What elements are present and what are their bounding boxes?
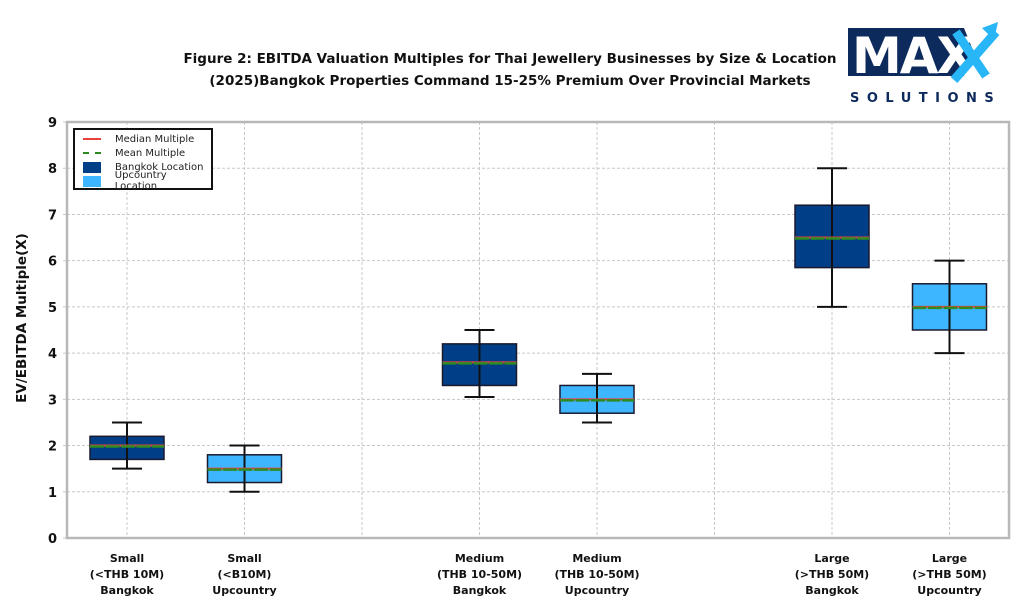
x-tick-label-line: (>THB 50M) — [794, 568, 870, 581]
plot-frame — [65, 120, 1011, 540]
box-bangkok — [441, 329, 518, 399]
x-tick-label-line: Medium — [572, 552, 622, 565]
logo-sub-text: SOLUTIONS — [850, 91, 1001, 106]
chart-title-line-1: Figure 2: EBITDA Valuation Multiples for… — [183, 51, 837, 67]
x-tick-label: Medium (THB 10-50M) Upcountry — [537, 551, 657, 599]
x-tick-label-line: Bangkok — [452, 584, 507, 597]
y-tick-label: 7 — [48, 208, 57, 223]
x-tick-label-line: (THB 10-50M) — [436, 568, 523, 581]
x-tick-label-line: Upcountry — [212, 584, 277, 597]
x-tick-label-line: Large — [931, 552, 968, 565]
chart-legend: Median Multiple Mean Multiple Bangkok Lo… — [73, 128, 213, 192]
max-solutions-logo: MAX SOLUTIONS — [846, 18, 1006, 108]
y-tick-label: 5 — [48, 301, 57, 316]
box-upcountry — [911, 259, 988, 355]
x-tick-label-line: Small — [109, 552, 145, 565]
x-tick-label-line: (<B10M) — [217, 568, 272, 581]
median-line-swatch — [83, 138, 101, 140]
x-tick-label: Medium (THB 10-50M) Bangkok — [420, 551, 540, 599]
upcountry-box-swatch — [83, 175, 101, 187]
legend-item-mean: Mean Multiple — [75, 146, 211, 160]
x-tick-label-line: Small — [227, 552, 262, 565]
y-axis-ticks: 0 1 2 3 4 5 6 7 8 9 — [48, 116, 67, 547]
x-tick-label-line: Bangkok — [805, 584, 859, 597]
legend-label: Mean Multiple — [115, 147, 186, 159]
mean-line-swatch — [83, 152, 101, 154]
y-tick-label: 4 — [48, 347, 57, 362]
box-series — [89, 167, 988, 493]
box-bangkok — [794, 167, 870, 308]
legend-item-bangkok: Bangkok Location — [75, 160, 211, 174]
x-tick-label: Large (>THB 50M) Upcountry — [890, 551, 1010, 599]
y-tick-label: 0 — [48, 532, 57, 547]
logo-x-stroke — [952, 29, 990, 79]
y-tick-label: 6 — [48, 255, 57, 270]
x-tick-label-line: Large — [814, 552, 850, 565]
y-tick-label: 3 — [48, 393, 57, 408]
logo-graphic: MAX SOLUTIONS — [848, 22, 1001, 106]
x-tick-label-line: Bangkok — [100, 584, 154, 597]
legend-label: Median Multiple — [115, 133, 195, 145]
legend-label: Bangkok Location — [115, 161, 204, 173]
grid-lines — [67, 122, 1009, 538]
legend-label: Upcountry Location — [114, 170, 167, 192]
y-tick-label: 8 — [48, 162, 57, 177]
x-tick-label: Large (>THB 50M) Bangkok — [772, 551, 892, 599]
x-tick-label-line: (THB 10-50M) — [554, 568, 640, 581]
x-tick-label-line: Medium — [454, 552, 505, 565]
bangkok-box-swatch — [83, 161, 101, 173]
x-tick-label: Small (<THB 10M) Bangkok — [67, 551, 187, 599]
y-tick-label: 9 — [48, 116, 57, 131]
x-tick-label-line: (>THB 50M) — [912, 568, 987, 581]
box-bangkok — [89, 421, 165, 470]
legend-item-upcountry: Upcountry Location — [75, 170, 211, 192]
box-upcountry — [559, 372, 635, 424]
y-tick-label: 2 — [48, 440, 57, 455]
legend-item-median: Median Multiple — [75, 132, 211, 146]
chart-title: Figure 2: EBITDA Valuation Multiples for… — [180, 48, 840, 92]
x-tick-label-line: Upcountry — [564, 584, 630, 597]
logo-arrow-head-icon — [982, 22, 998, 40]
x-tick-label-line: (<THB 10M) — [89, 568, 165, 581]
x-tick-label: Small (<B10M) Upcountry — [185, 551, 305, 599]
y-tick-label: 1 — [48, 486, 57, 501]
box-upcountry — [206, 444, 283, 493]
chart-subtitle: (2025)Bangkok Properties Command 15-25% … — [209, 73, 811, 89]
logo-background-shape — [848, 28, 972, 76]
x-tick-label-line: Upcountry — [917, 584, 982, 597]
